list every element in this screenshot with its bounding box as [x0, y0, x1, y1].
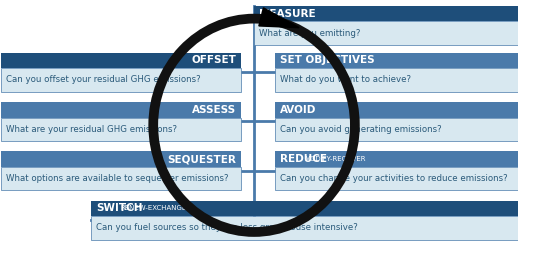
Text: SET OBJECTIVES: SET OBJECTIVES	[280, 55, 375, 66]
Bar	[275, 117, 518, 141]
Bar	[91, 216, 518, 240]
Text: Can you fuel sources so they are less greenhouse intensive?: Can you fuel sources so they are less gr…	[96, 223, 358, 232]
Text: MEASURE: MEASURE	[259, 9, 316, 19]
Text: What are you emitting?: What are you emitting?	[259, 29, 361, 38]
Bar	[275, 68, 518, 92]
Text: REDUCE: REDUCE	[280, 154, 327, 164]
Bar	[1, 53, 241, 68]
Text: RENEW-EXCHANGE: RENEW-EXCHANGE	[120, 205, 187, 211]
Text: What options are available to sequester emissions?: What options are available to sequester …	[6, 174, 228, 183]
Text: SEQUESTER: SEQUESTER	[167, 154, 236, 164]
Polygon shape	[259, 8, 299, 28]
Text: MODIFY-RECOVER: MODIFY-RECOVER	[304, 156, 366, 162]
Text: What are your residual GHG emissions?: What are your residual GHG emissions?	[6, 125, 177, 134]
Bar	[275, 167, 518, 190]
Bar	[1, 167, 241, 190]
Bar	[275, 151, 518, 167]
Bar	[91, 201, 518, 216]
Bar	[275, 102, 518, 117]
Text: OFFSET: OFFSET	[191, 55, 236, 66]
Text: Can you change your activities to reduce emissions?: Can you change your activities to reduce…	[280, 174, 508, 183]
Text: Can you offset your residual GHG emissions?: Can you offset your residual GHG emissio…	[6, 75, 201, 84]
Bar	[254, 21, 518, 45]
Text: SWITCH: SWITCH	[96, 203, 143, 213]
Text: ASSESS: ASSESS	[192, 105, 236, 115]
Bar	[275, 53, 518, 68]
Bar	[254, 6, 518, 21]
Bar	[1, 102, 241, 117]
Text: AVOID: AVOID	[280, 105, 316, 115]
Text: Can you avoid generating emissions?: Can you avoid generating emissions?	[280, 125, 442, 134]
Bar	[1, 68, 241, 92]
Text: What do you want to achieve?: What do you want to achieve?	[280, 75, 411, 84]
Bar	[1, 117, 241, 141]
Bar	[1, 151, 241, 167]
